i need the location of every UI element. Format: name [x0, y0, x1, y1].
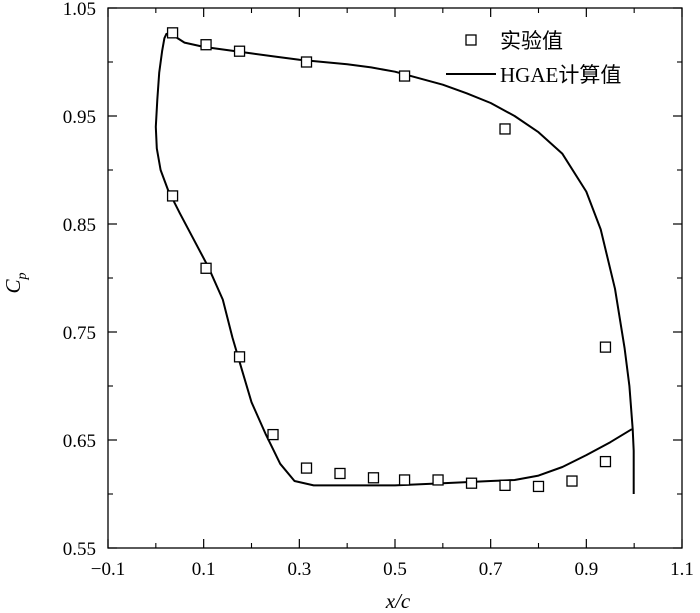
experimental-point	[267, 428, 279, 441]
plot-area-border	[107, 7, 683, 549]
x-tick-label: 0.1	[192, 559, 216, 580]
experimental-point	[398, 474, 411, 486]
experimental-point	[166, 27, 179, 39]
experimental-point	[200, 39, 212, 51]
experimental-point	[233, 45, 246, 57]
legend-label-computed: HGAE计算值	[500, 63, 621, 87]
axis-tick-labels: −0.1 0.1 0.3 0.5 0.7 0.9 1.1 0.55 0.65 0.75 0.85 0.…	[63, 0, 694, 580]
experimental-point	[499, 123, 511, 135]
y-tick-label: 0.75	[63, 323, 96, 344]
y-tick-label: 0.55	[63, 539, 96, 560]
plot-frame	[107, 7, 683, 549]
x-tick-label: 1.1	[670, 559, 694, 580]
legend: 实验值 HGAE计算值	[446, 29, 621, 87]
experimental-point	[334, 467, 346, 480]
legend-label-experimental: 实验值	[500, 29, 563, 53]
legend-marker-experimental	[465, 34, 477, 46]
experimental-series	[166, 27, 612, 493]
x-tick-label: 0.3	[287, 559, 311, 580]
experimental-point	[300, 462, 313, 474]
x-axis-title: x/c	[385, 589, 411, 613]
experimental-point	[532, 480, 545, 493]
x-tick-label: −0.1	[91, 559, 125, 580]
y-axis-title: Cp	[1, 272, 30, 293]
y-tick-label: 0.95	[63, 107, 96, 128]
computed-cp-line	[154, 32, 635, 494]
experimental-point	[499, 479, 511, 492]
y-axis-title-main: C	[1, 279, 25, 294]
experimental-point	[200, 262, 212, 274]
experimental-point	[233, 351, 246, 363]
experimental-point	[599, 455, 612, 468]
computed-series	[154, 32, 635, 494]
experimental-point	[166, 190, 179, 202]
x-tick-label: 0.7	[479, 559, 503, 580]
axis-ticks	[107, 7, 683, 549]
experimental-point	[465, 477, 478, 489]
y-axis-title-subscript: p	[15, 272, 30, 280]
experimental-point	[398, 70, 411, 82]
y-tick-label: 1.05	[63, 0, 96, 20]
experimental-point	[599, 341, 612, 353]
y-tick-label: 0.85	[63, 215, 96, 236]
experimental-point	[300, 56, 313, 68]
experimental-point	[367, 472, 380, 484]
experimental-point	[566, 475, 578, 487]
y-tick-label: 0.65	[63, 431, 96, 452]
x-tick-label: 0.5	[383, 559, 407, 580]
experimental-point	[432, 474, 444, 486]
x-tick-label: 0.9	[574, 559, 598, 580]
